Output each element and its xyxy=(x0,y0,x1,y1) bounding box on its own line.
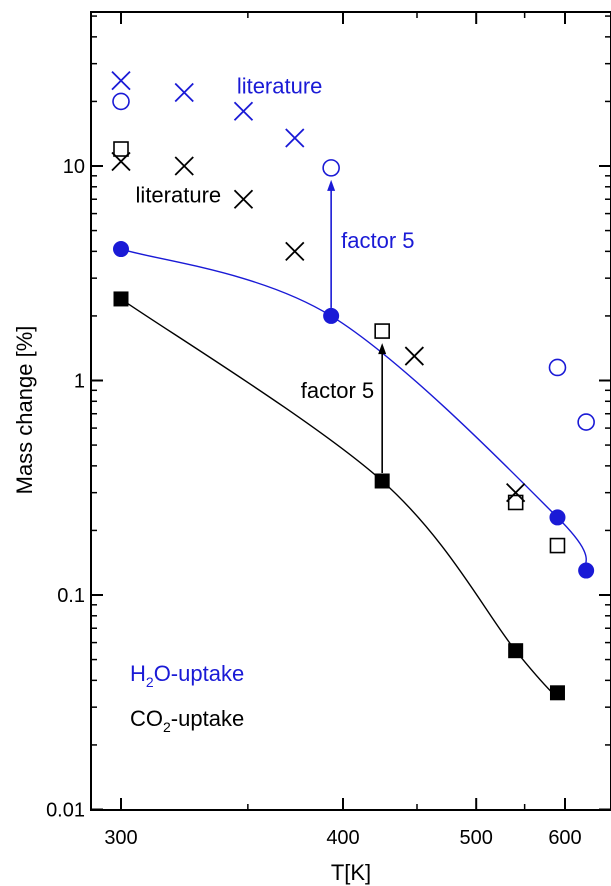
marker-filled-square xyxy=(113,291,129,307)
marker-filled-circle xyxy=(549,509,566,526)
marker-cross xyxy=(174,156,194,176)
legend-co2-uptake: CO2-uptake xyxy=(130,706,244,735)
factor-arrow-head xyxy=(327,179,336,191)
fit-curve xyxy=(120,298,559,699)
literature-label: literature xyxy=(136,182,222,207)
marker-filled-circle xyxy=(323,307,340,324)
marker-cross xyxy=(233,189,254,209)
x-tick-label: 400 xyxy=(326,827,359,849)
x-tick-label: 600 xyxy=(548,827,581,849)
x-tick-label: 300 xyxy=(104,827,137,849)
marker-open-square xyxy=(374,323,390,339)
literature-label: literature xyxy=(237,73,323,98)
fit-curve xyxy=(120,248,587,571)
factor-label: factor 5 xyxy=(301,378,374,403)
marker-open-circle xyxy=(112,92,130,111)
marker-filled-square xyxy=(549,685,565,701)
marker-open-square xyxy=(549,537,566,554)
factor-arrow-head xyxy=(378,343,387,355)
marker-filled-circle xyxy=(578,562,595,579)
y-axis-label: Mass change [%] xyxy=(12,326,37,495)
marker-filled-square xyxy=(374,473,390,489)
marker-open-circle xyxy=(577,413,595,431)
marker-filled-square xyxy=(508,643,524,659)
factor-label: factor 5 xyxy=(341,228,414,253)
y-tick-label: 0.1 xyxy=(57,585,85,607)
y-tick-label: 10 xyxy=(63,156,85,178)
legend-h2o-uptake: H2O-uptake xyxy=(130,661,244,690)
marker-open-square xyxy=(507,494,524,511)
y-tick-label: 1 xyxy=(74,371,85,393)
plot-frame xyxy=(90,11,611,811)
marker-open-square xyxy=(113,141,129,157)
marker-cross xyxy=(285,128,305,148)
marker-cross xyxy=(404,346,424,366)
marker-open-circle xyxy=(322,159,340,177)
marker-cross xyxy=(111,71,131,91)
marker-cross xyxy=(233,101,254,121)
marker-cross xyxy=(506,483,526,503)
marker-cross xyxy=(174,82,194,103)
y-tick-label: 0.01 xyxy=(46,800,85,822)
x-axis-label: T[K] xyxy=(331,860,371,885)
marker-cross xyxy=(285,241,305,261)
marker-open-circle xyxy=(548,358,567,377)
marker-cross xyxy=(111,151,131,172)
x-tick-label: 500 xyxy=(460,827,493,849)
marker-filled-circle xyxy=(113,241,129,258)
